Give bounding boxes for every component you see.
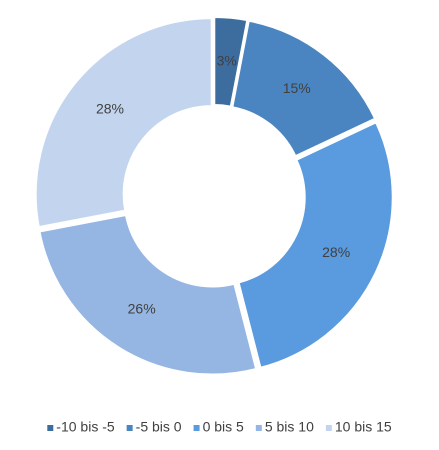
data-labels: 3% 15% 28% 26% 28%: [96, 52, 350, 316]
data-label: 15%: [283, 80, 311, 96]
legend-label: 10 bis 15: [335, 419, 392, 435]
data-label: 3%: [217, 52, 237, 68]
legend-swatch: [47, 425, 54, 431]
legend-label: 5 bis 10: [265, 419, 314, 435]
legend-label: -5 bis 0: [136, 419, 182, 435]
data-label: 28%: [96, 101, 124, 117]
legend-swatch: [255, 425, 262, 431]
donut-slice: [34, 17, 213, 229]
legend-label: 0 bis 5: [203, 419, 244, 435]
legend-label: -10 bis -5: [56, 419, 115, 435]
legend-swatch: [126, 425, 133, 431]
data-label: 28%: [322, 244, 350, 260]
donut-slice: [231, 19, 377, 158]
donut-slice: [38, 213, 258, 376]
donut-slice: [237, 121, 394, 369]
donut: [34, 16, 394, 376]
data-label: 26%: [128, 301, 156, 317]
legend: -10 bis -5 -5 bis 0 0 bis 5 5 bis 10 10 bis …: [47, 419, 392, 435]
donut-slice: [213, 16, 249, 108]
legend-swatch: [193, 425, 200, 431]
legend-swatch: [325, 425, 332, 431]
